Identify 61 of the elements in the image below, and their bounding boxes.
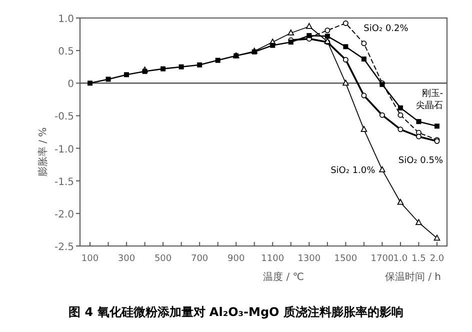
point xyxy=(324,34,330,39)
text: 图 4 氧化硅微粉添加量对 Al₂O₃-MgO 质浇注料膨胀率的影响 xyxy=(68,305,404,319)
point xyxy=(361,40,367,46)
y-axis-title: 膨胀率 / % xyxy=(37,127,49,177)
x-tick-label: 1.5 xyxy=(412,254,426,264)
point xyxy=(397,198,404,205)
point xyxy=(288,30,294,36)
point xyxy=(434,124,440,129)
x-tick-label: 300 xyxy=(118,254,136,264)
point xyxy=(197,62,202,68)
point xyxy=(342,80,349,86)
point xyxy=(379,166,386,172)
point xyxy=(160,66,166,72)
point xyxy=(342,56,348,62)
x-tick-label: 100 xyxy=(81,254,99,264)
point xyxy=(178,64,184,70)
x-axis-title: 温度 / ℃ xyxy=(263,271,304,283)
point xyxy=(306,23,312,29)
series-label: SiO₂ 0.5% xyxy=(398,156,444,166)
y-tick-label: -1.5 xyxy=(54,176,74,188)
text: 保温时间 / h xyxy=(384,271,441,283)
y-tick-label: -1.0 xyxy=(54,144,74,156)
point xyxy=(416,219,422,225)
x-tick-label: 2.0 xyxy=(430,254,444,264)
y-tick-label: 0 xyxy=(68,79,74,90)
point xyxy=(324,28,330,34)
x-tick-label: 500 xyxy=(154,254,172,264)
point xyxy=(398,105,403,110)
point xyxy=(379,112,385,118)
point xyxy=(361,92,367,98)
x-tick-label: 1.0 xyxy=(393,254,408,264)
series-label: 刚玉-尖晶石 xyxy=(416,88,443,112)
series-label: SiO₂ 1.0% xyxy=(330,166,376,176)
y-tick-label: 1.0 xyxy=(58,14,74,25)
x-tick-label: 900 xyxy=(228,254,245,264)
point xyxy=(343,44,348,50)
x-tick-label: 700 xyxy=(190,254,208,264)
y-tick-label: -2.0 xyxy=(54,209,74,220)
x-tick-label: 1700 xyxy=(370,254,394,264)
point xyxy=(342,20,348,26)
point xyxy=(142,68,148,74)
series-label: SiO₂ 0.2% xyxy=(364,24,409,34)
point xyxy=(288,40,294,45)
point xyxy=(360,126,368,132)
point xyxy=(416,134,422,140)
x-tick-label: 1500 xyxy=(334,254,358,264)
y-tick-label: -2.5 xyxy=(54,242,74,253)
point xyxy=(270,42,276,48)
point xyxy=(215,58,220,63)
y-tick-label: 0.5 xyxy=(58,46,74,58)
x-tick-label: 1100 xyxy=(261,254,284,264)
point xyxy=(416,119,422,124)
point xyxy=(434,234,440,241)
point xyxy=(88,80,92,86)
point xyxy=(398,126,404,132)
point xyxy=(361,56,366,62)
point xyxy=(398,112,404,118)
point xyxy=(124,72,130,78)
point xyxy=(106,76,111,82)
x-tick-label: 1300 xyxy=(298,254,321,264)
y-tick-label: -0.5 xyxy=(54,112,74,123)
